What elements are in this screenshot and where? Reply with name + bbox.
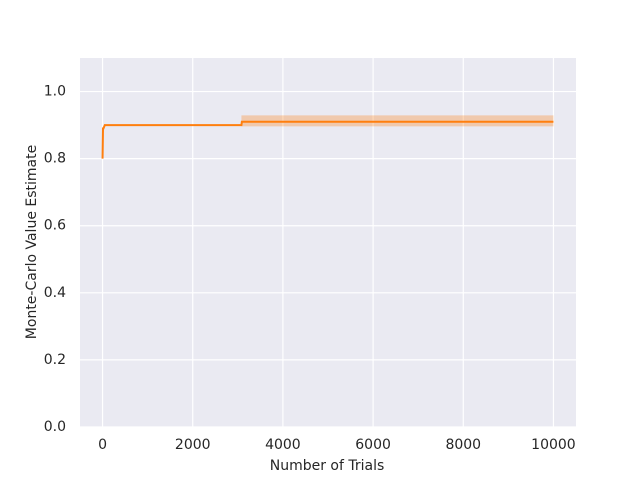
y-tick-label: 0.6 bbox=[44, 218, 66, 234]
x-tick-label: 0 bbox=[98, 437, 107, 453]
x-tick-label: 8000 bbox=[445, 437, 481, 453]
x-tick-label: 10000 bbox=[531, 437, 576, 453]
y-tick-label: 0.8 bbox=[44, 151, 66, 167]
x-tick-label: 4000 bbox=[265, 437, 301, 453]
x-tick-label: 2000 bbox=[175, 437, 211, 453]
y-axis-label: Monte-Carlo Value Estimate bbox=[24, 145, 40, 339]
y-tick-label: 0.2 bbox=[44, 352, 66, 368]
x-tick-label: 6000 bbox=[355, 437, 391, 453]
x-axis-label: Number of Trials bbox=[270, 458, 385, 474]
y-tick-label: 0.0 bbox=[44, 419, 66, 435]
line bbox=[101, 120, 554, 159]
plot-area bbox=[80, 58, 576, 427]
y-tick-label: 1.0 bbox=[44, 84, 66, 100]
y-tick-label: 0.4 bbox=[44, 285, 66, 301]
